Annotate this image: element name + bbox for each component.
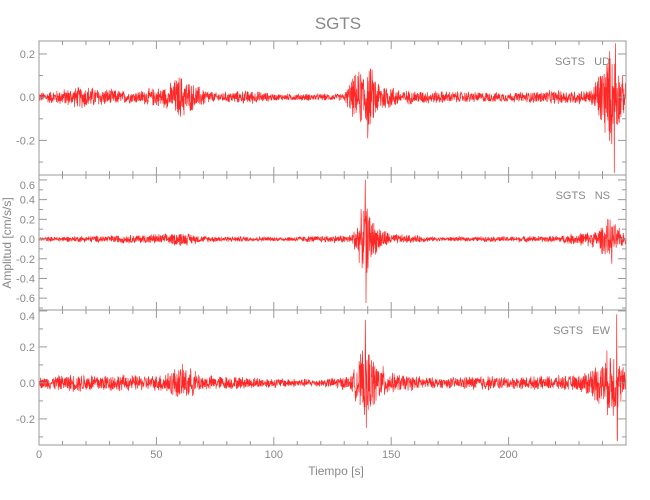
trace-0 (38, 43, 627, 173)
x-tick-label: 100 (265, 449, 283, 461)
y-tick-label: 0.0 (20, 378, 35, 390)
y-tick-label: 0.4 (20, 195, 35, 207)
x-tick-label: 200 (499, 449, 517, 461)
y-tick-label: 0.0 (20, 234, 35, 246)
panel-frame (38, 309, 627, 446)
y-tick-label: 0.2 (20, 214, 35, 226)
x-tick-label: 0 (36, 449, 42, 461)
panel-1: -0.6 -0.4 -0.2 0.0 0.2 0.4 0.6 SGTS NS (16, 174, 627, 311)
panel-label: SGTS EW (553, 325, 610, 337)
y-tick-label: 0.0 (20, 92, 35, 104)
panel-frame (38, 40, 627, 176)
y-tick-label: 0.2 (20, 49, 35, 61)
panel-frame (38, 174, 627, 311)
y-tick-label: 0.4 (20, 311, 35, 323)
chart-title: SGTS (315, 14, 361, 33)
panel-label: SGTS NS (556, 190, 610, 202)
x-axis-label: Tiempo [s] (308, 464, 364, 478)
panel-label: SGTS UD (555, 56, 610, 68)
x-tick-label: 50 (150, 449, 162, 461)
y-tick-label: 0.6 (20, 180, 35, 192)
y-tick-label: -0.4 (16, 273, 35, 285)
y-tick-label: -0.2 (16, 414, 35, 426)
panel-0: -0.2 0.0 0.2 SGTS UD (16, 40, 627, 176)
y-tick-label: 0.2 (20, 342, 35, 354)
panel-2: -0.2 0.0 0.2 0.4 SGTS EW (16, 309, 627, 446)
trace-2 (38, 314, 627, 441)
x-tick-label: 150 (382, 449, 400, 461)
y-axis-label: Amplitud [cm/s/s] (0, 197, 14, 288)
y-tick-label: -0.2 (16, 254, 35, 266)
trace-1 (38, 179, 627, 304)
y-tick-label: -0.2 (16, 135, 35, 147)
y-tick-label: -0.6 (16, 293, 35, 305)
